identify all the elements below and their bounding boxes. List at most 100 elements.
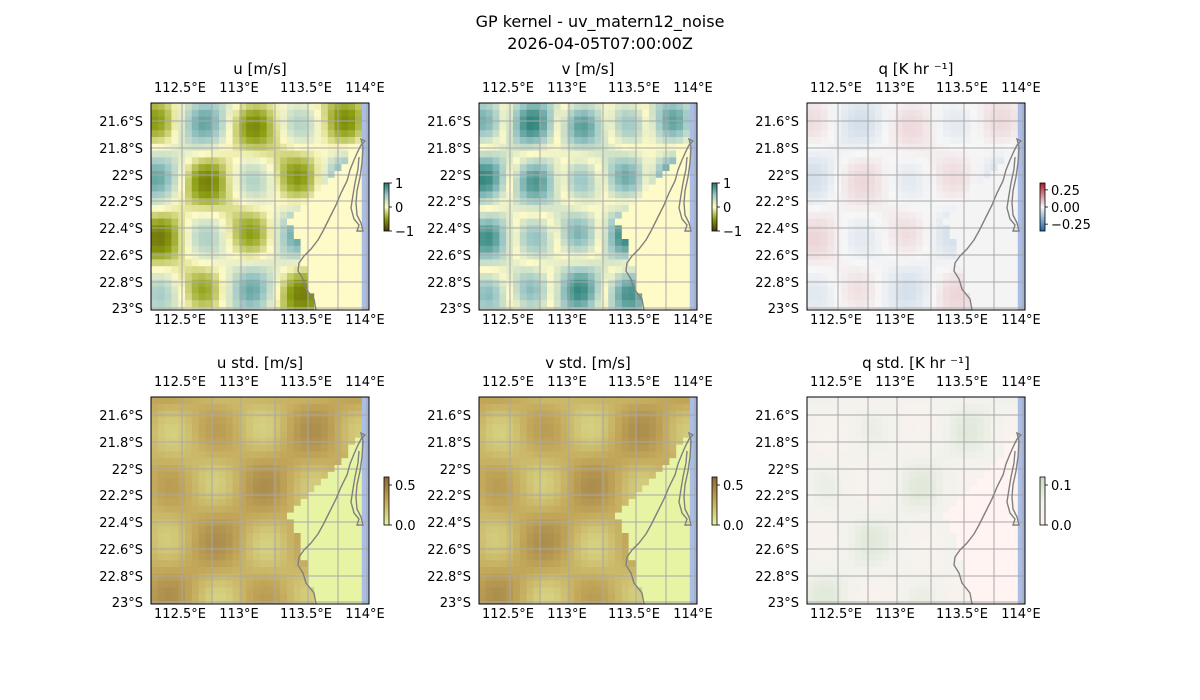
- heatmap-cell: [287, 587, 295, 595]
- heatmap-cell: [587, 191, 595, 199]
- heatmap-cell: [847, 177, 855, 185]
- heatmap-cell: [348, 410, 356, 418]
- heatmap-cell: [683, 533, 691, 541]
- heatmap-cell: [307, 567, 315, 575]
- heatmap-cell: [628, 397, 636, 405]
- heatmap-cell: [1011, 245, 1019, 253]
- heatmap-cell: [157, 478, 165, 486]
- heatmap-cell: [997, 279, 1005, 287]
- heatmap-cell: [875, 109, 883, 117]
- x-tick-label-top: 113°E: [875, 81, 915, 96]
- heatmap-cell: [266, 567, 274, 575]
- heatmap-cell: [963, 259, 971, 267]
- heatmap-cell: [929, 279, 937, 287]
- heatmap-cell: [594, 417, 602, 425]
- heatmap-cell: [205, 273, 213, 281]
- heatmap-cell: [205, 198, 213, 206]
- heatmap-cell: [540, 177, 548, 185]
- heatmap-cell: [526, 444, 534, 452]
- y-tick-label: 22.6°S: [99, 249, 143, 264]
- heatmap-cell: [813, 130, 821, 138]
- heatmap-cell: [300, 485, 308, 493]
- heatmap-cell: [902, 184, 910, 192]
- heatmap-cell: [479, 266, 487, 274]
- heatmap-cell: [861, 123, 869, 131]
- heatmap-cell: [253, 471, 261, 479]
- heatmap-cell: [171, 259, 179, 267]
- heatmap-cell: [587, 177, 595, 185]
- heatmap-cell: [300, 103, 308, 111]
- heatmap-cell: [348, 103, 356, 111]
- heatmap-cell: [683, 109, 691, 117]
- heatmap-cell: [608, 444, 616, 452]
- heatmap-cell: [929, 184, 937, 192]
- heatmap-cell: [314, 403, 322, 411]
- heatmap-cell: [1024, 171, 1025, 179]
- heatmap-cell: [929, 137, 937, 145]
- heatmap-cell: [574, 266, 582, 274]
- heatmap-cell: [970, 266, 978, 274]
- heatmap-cell: [553, 239, 561, 247]
- heatmap-cell: [1017, 273, 1025, 281]
- heatmap-cell: [485, 397, 493, 405]
- heatmap-cell: [608, 198, 616, 206]
- heatmap-cell: [689, 157, 697, 165]
- heatmap-cell: [807, 252, 815, 260]
- heatmap-cell: [341, 286, 349, 294]
- heatmap-cell: [983, 103, 991, 111]
- heatmap-cell: [225, 177, 233, 185]
- heatmap-cell: [963, 252, 971, 260]
- heatmap-cell: [983, 225, 991, 233]
- heatmap-cell: [151, 143, 159, 151]
- heatmap-cell: [669, 109, 677, 117]
- heatmap-cell: [553, 410, 561, 418]
- heatmap-cell: [266, 150, 274, 158]
- heatmap-cell: [621, 458, 629, 466]
- heatmap-cell: [225, 492, 233, 500]
- heatmap-cell: [547, 444, 555, 452]
- heatmap-cell: [287, 560, 295, 568]
- heatmap-cell: [492, 539, 500, 547]
- heatmap-cell: [327, 533, 335, 541]
- heatmap-cell: [361, 417, 369, 425]
- heatmap-cell: [1011, 184, 1019, 192]
- heatmap-cell: [171, 492, 179, 500]
- heatmap-cell: [212, 594, 220, 602]
- heatmap-cell: [649, 273, 657, 281]
- heatmap-cell: [492, 293, 500, 301]
- heatmap-cell: [669, 471, 677, 479]
- heatmap-cell: [615, 103, 623, 111]
- heatmap-cell: [533, 164, 541, 172]
- y-tick-label: 22°S: [440, 169, 471, 184]
- heatmap-cell: [683, 252, 691, 260]
- heatmap-cell: [587, 211, 595, 219]
- heatmap-cell: [594, 410, 602, 418]
- heatmap-cell: [813, 259, 821, 267]
- heatmap-cell: [225, 546, 233, 554]
- heatmap-cell: [526, 205, 534, 213]
- heatmap-cell: [875, 191, 883, 199]
- heatmap-cell: [273, 239, 281, 247]
- heatmap-cell: [621, 252, 629, 260]
- panel-title-q: q [K hr ⁻¹]: [879, 60, 954, 78]
- heatmap-cell: [314, 437, 322, 445]
- heatmap-cell: [185, 553, 193, 561]
- heatmap-cell: [1024, 286, 1025, 294]
- heatmap-cell: [696, 505, 697, 513]
- heatmap-cell: [553, 211, 561, 219]
- heatmap-cell: [540, 218, 548, 226]
- heatmap-cell: [649, 410, 657, 418]
- heatmap-cell: [259, 533, 267, 541]
- heatmap-cell: [327, 444, 335, 452]
- heatmap-cells-u: [151, 103, 369, 310]
- heatmap-cell: [225, 259, 233, 267]
- heatmap-cell: [157, 252, 165, 260]
- heatmap-cell: [287, 232, 295, 240]
- heatmap-cell: [854, 232, 862, 240]
- heatmap-cell: [567, 431, 575, 439]
- heatmap-cell: [676, 437, 684, 445]
- heatmap-cell: [970, 130, 978, 138]
- x-tick-label-top: 112.5°E: [154, 81, 206, 96]
- heatmap-cell: [239, 403, 247, 411]
- heatmap-cell: [212, 218, 220, 226]
